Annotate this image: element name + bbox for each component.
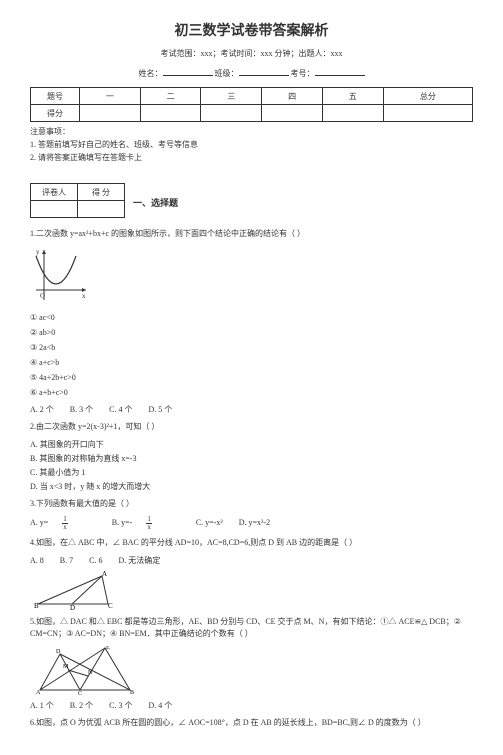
- svg-text:E: E: [106, 646, 110, 651]
- svg-text:B: B: [130, 690, 134, 696]
- student-info-line: 姓名： 班级： 考号：: [30, 65, 473, 79]
- q1-options: A. 2 个 B. 3 个 C. 4 个 D. 5 个: [30, 404, 473, 415]
- triangle-figure-q5: A C B D E M N: [30, 646, 140, 696]
- svg-text:A: A: [102, 570, 107, 578]
- option-b: B. 7: [60, 556, 73, 565]
- q3-options: A. y=1x B. y=-1x C. y=-x² D. y=x²-2: [30, 516, 473, 531]
- option-c: C. 3 个: [109, 701, 132, 710]
- header-cell: 三: [201, 88, 262, 105]
- svg-text:y: y: [36, 248, 40, 256]
- statement: ② ab>0: [30, 328, 55, 337]
- svg-text:D: D: [70, 604, 75, 610]
- id-label: 考号：: [291, 69, 315, 78]
- question-2: 2.由二次函数 y=2(x-3)²+1，可知（ ）: [30, 421, 473, 433]
- score-cell: [383, 105, 472, 122]
- blank-cell: [78, 201, 125, 218]
- section-title: 一、选择题: [133, 196, 178, 209]
- header-cell: 二: [140, 88, 201, 105]
- q1-statements: ① ac<0 ② ab>0 ③ 2a<b ④ a+c>b ⑤ 4a+2b+c>0…: [30, 310, 473, 400]
- table-row: 评卷人 得 分: [31, 184, 125, 201]
- header-cell: 题号: [31, 88, 80, 105]
- table-row: 题号 一 二 三 四 五 总分: [31, 88, 473, 105]
- score-table: 题号 一 二 三 四 五 总分 得分: [30, 87, 473, 122]
- header-cell: 评卷人: [31, 184, 78, 201]
- statement: ③ 2a<b: [30, 343, 55, 352]
- question-4: 4.如图，在△ ABC 中，∠ BAC 的平分线 AD=10，AC=8,CD=6…: [30, 537, 473, 549]
- statement: ⑥ a+b+c>0: [30, 388, 68, 397]
- score-cell: [140, 105, 201, 122]
- question-5: 5.如图，△ DAC 和△ EBC 都是等边三角形，AE、BD 分别与 CD、C…: [30, 616, 473, 640]
- header-cell: 五: [322, 88, 383, 105]
- option-c: C. 6: [89, 556, 102, 565]
- header-cell: 四: [262, 88, 323, 105]
- option-b: B. 其图象的对称轴为直线 x=-3: [30, 453, 473, 464]
- svg-text:O: O: [40, 292, 45, 300]
- row-label: 得分: [31, 105, 80, 122]
- option-a: A. 2 个: [30, 405, 54, 414]
- option-b: B. y=-1x: [112, 518, 180, 527]
- notes-block: 注意事项： 1. 答题前填写好自己的姓名、班级、考号等信息 2. 请将答案正确填…: [30, 126, 473, 163]
- option-d: D. 当 x<3 时，y 随 x 的增大而增大: [30, 481, 473, 492]
- svg-text:C: C: [108, 602, 113, 610]
- svg-text:M: M: [63, 664, 69, 670]
- statement: ① ac<0: [30, 313, 55, 322]
- svg-text:N: N: [88, 670, 93, 676]
- option-d: D. 4 个: [148, 701, 172, 710]
- svg-text:C: C: [78, 691, 82, 696]
- option-b: B. 3 个: [70, 405, 93, 414]
- q5-options: A. 1 个 B. 2 个 C. 3 个 D. 4 个: [30, 700, 473, 711]
- blank-cell: [31, 201, 78, 218]
- option-a: A. 8: [30, 556, 44, 565]
- score-cell: [201, 105, 262, 122]
- grader-table: 评卷人 得 分: [30, 183, 125, 218]
- exam-meta: 考试范围：xxx；考试时间：xxx 分钟；出题人：xxx: [30, 48, 473, 59]
- header-cell: 得 分: [78, 184, 125, 201]
- score-cell: [322, 105, 383, 122]
- q2-options: A. 其图象的开口向下 B. 其图象的对称轴为直线 x=-3 C. 其最小值为 …: [30, 439, 473, 492]
- name-label: 姓名：: [139, 69, 163, 78]
- class-label: 班级：: [215, 69, 239, 78]
- table-row: 得分: [31, 105, 473, 122]
- question-3: 3.下列函数有最大值的是（ ）: [30, 498, 473, 510]
- table-row: [31, 201, 125, 218]
- section-header-row: 评卷人 得 分 一、选择题: [30, 183, 473, 222]
- class-blank: [239, 65, 289, 76]
- header-cell: 总分: [383, 88, 472, 105]
- question-6: 6.如图，点 O 为优弧 ACB 所在圆的圆心，∠ AOC=108°，点 D 在…: [30, 717, 473, 729]
- triangle-figure-q4: B D C A: [30, 570, 120, 610]
- question-1: 1.二次函数 y=ax²+bx+c 的图象如图所示，则下面四个结论中正确的结论有…: [30, 228, 473, 240]
- option-d: D. y=x²-2: [239, 518, 270, 527]
- notes-header: 注意事项：: [30, 126, 473, 137]
- option-c: C. y=-x²: [196, 518, 223, 527]
- option-a: A. y=1x: [30, 518, 96, 527]
- statement: ④ a+c>b: [30, 358, 59, 367]
- option-d: D. 5 个: [148, 405, 172, 414]
- id-blank: [315, 65, 365, 76]
- note-item: 2. 请将答案正确填写在答题卡上: [30, 152, 473, 163]
- page-title: 初三数学试卷带答案解析: [30, 20, 473, 40]
- svg-text:D: D: [56, 649, 61, 655]
- note-item: 1. 答题前填写好自己的姓名、班级、考号等信息: [30, 139, 473, 150]
- option-d: D. 无法确定: [118, 556, 160, 565]
- option-c: C. 其最小值为 1: [30, 467, 473, 478]
- score-cell: [80, 105, 141, 122]
- option-a: A. 1 个: [30, 701, 54, 710]
- parabola-figure: O x y: [30, 246, 90, 306]
- option-a: A. 其图象的开口向下: [30, 439, 473, 450]
- score-cell: [262, 105, 323, 122]
- svg-text:A: A: [36, 690, 41, 696]
- q4-options: A. 8 B. 7 C. 6 D. 无法确定: [30, 555, 473, 566]
- name-blank: [163, 65, 213, 76]
- option-b: B. 2 个: [70, 701, 93, 710]
- option-c: C. 4 个: [109, 405, 132, 414]
- svg-text:x: x: [82, 292, 86, 300]
- svg-text:B: B: [34, 602, 39, 610]
- statement: ⑤ 4a+2b+c>0: [30, 373, 76, 382]
- header-cell: 一: [80, 88, 141, 105]
